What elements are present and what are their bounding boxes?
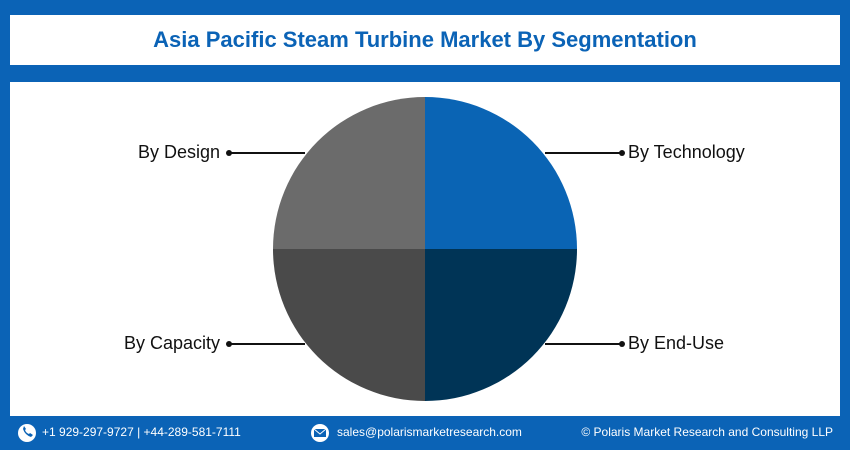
footer-phone: +1 929-297-9727 | +44-289-581-7111 xyxy=(42,425,241,439)
title: Asia Pacific Steam Turbine Market By Seg… xyxy=(153,27,697,52)
dot xyxy=(619,341,625,347)
footer-email: sales@polarismarketresearch.com xyxy=(337,425,522,439)
dot xyxy=(226,341,232,347)
pie-segment xyxy=(425,97,577,249)
phone-glyph xyxy=(23,426,33,437)
segment-label: By Capacity xyxy=(124,333,220,353)
title-box xyxy=(10,15,840,65)
dot xyxy=(619,150,625,156)
pie-segment xyxy=(425,249,577,401)
dot xyxy=(226,150,232,156)
email-glyph xyxy=(313,428,327,435)
segment-label: By Technology xyxy=(628,142,745,162)
segment-label: By End-Use xyxy=(628,333,724,353)
connector-dots xyxy=(226,150,625,347)
connectors xyxy=(229,152,622,345)
segment-label: By Design xyxy=(138,142,220,162)
email-glyph xyxy=(314,429,326,437)
pie-segment xyxy=(273,97,425,249)
footer-copyright: © Polaris Market Research and Consulting… xyxy=(581,425,833,439)
pie-segment xyxy=(273,249,425,401)
